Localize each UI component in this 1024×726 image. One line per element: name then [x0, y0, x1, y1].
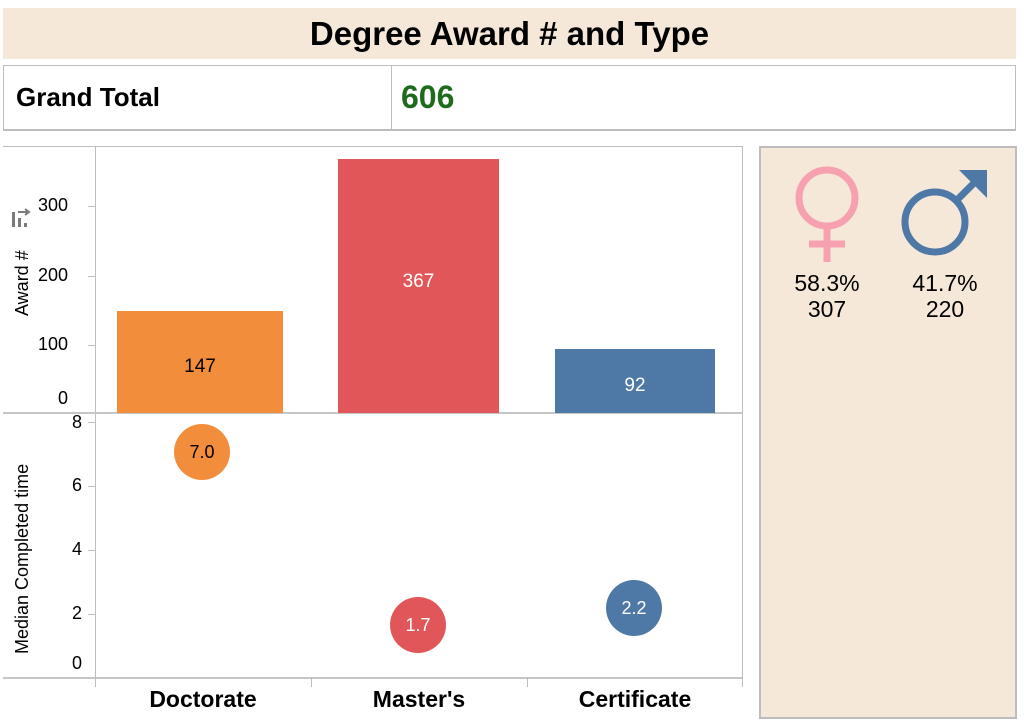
bar-label-doctorate: 147	[184, 356, 216, 377]
y-axis-line	[95, 146, 96, 687]
x-tick-mark	[311, 677, 312, 687]
y-tick-100: 100	[37, 334, 68, 354]
dot-label-doctorate: 7.0	[189, 441, 215, 462]
y-tick-300: 300	[37, 195, 68, 215]
divider	[391, 66, 392, 129]
y2-tick-mark	[88, 422, 95, 423]
male-column: 41.7% 220	[885, 164, 1005, 322]
x-tick-mark	[742, 677, 743, 687]
y-tick-mark	[88, 345, 95, 346]
female-symbol-icon	[767, 164, 887, 264]
chart-frame	[3, 146, 743, 687]
y-tick-200: 200	[37, 265, 68, 285]
panel-divider	[3, 412, 743, 414]
dot-certificate[interactable]: 2.2	[606, 580, 662, 636]
male-symbol-icon	[885, 164, 1005, 264]
dashboard-title: Degree Award # and Type	[309, 14, 710, 52]
bar-certificate[interactable]: 92	[555, 349, 715, 413]
bar-label-masters: 367	[402, 271, 435, 292]
y2-tick-8: 8	[71, 412, 82, 432]
x-label-certificate: Certificate	[578, 686, 692, 712]
y2-tick-2: 2	[71, 603, 82, 623]
male-percentage: 41.7%	[912, 270, 978, 296]
y2-tick-4: 4	[71, 539, 82, 559]
gender-panel: 58.3% 307 41.7% 220	[759, 146, 1017, 719]
y2-tick-6: 6	[71, 475, 82, 495]
bar-doctorate[interactable]: 147	[117, 311, 283, 413]
sort-icon[interactable]	[10, 207, 32, 234]
bar-label-certificate: 92	[624, 375, 646, 396]
dot-doctorate[interactable]: 7.0	[174, 424, 230, 480]
grand-total-label: Grand Total	[16, 82, 160, 112]
y-tick-mark	[88, 206, 95, 207]
x-tick-mark	[527, 677, 528, 687]
female-column: 58.3% 307	[767, 164, 887, 322]
x-tick-mark	[95, 677, 96, 687]
x-label-masters: Master's	[372, 686, 466, 712]
y2-tick-mark	[88, 486, 95, 487]
dot-label-masters: 1.7	[405, 614, 431, 635]
dot-masters[interactable]: 1.7	[390, 597, 446, 653]
y2-tick-mark	[88, 550, 95, 551]
grand-total-value: 606	[401, 79, 455, 115]
female-count: 307	[807, 296, 847, 322]
male-count: 220	[925, 296, 965, 322]
grand-total-row: Grand Total 606	[3, 65, 1016, 131]
dot-label-certificate: 2.2	[621, 597, 647, 618]
y2-tick-mark	[88, 614, 95, 615]
y2-tick-0: 0	[71, 653, 82, 673]
female-percentage: 58.3%	[794, 270, 860, 296]
y-tick-0: 0	[57, 388, 68, 408]
dashboard-title-bar: Degree Award # and Type	[3, 8, 1016, 59]
y-tick-mark	[88, 276, 95, 277]
x-axis-line	[3, 677, 743, 679]
median-time-axis-title: Median Completed time	[12, 463, 32, 654]
bar-masters[interactable]: 367	[338, 159, 499, 413]
x-label-doctorate: Doctorate	[149, 686, 257, 712]
